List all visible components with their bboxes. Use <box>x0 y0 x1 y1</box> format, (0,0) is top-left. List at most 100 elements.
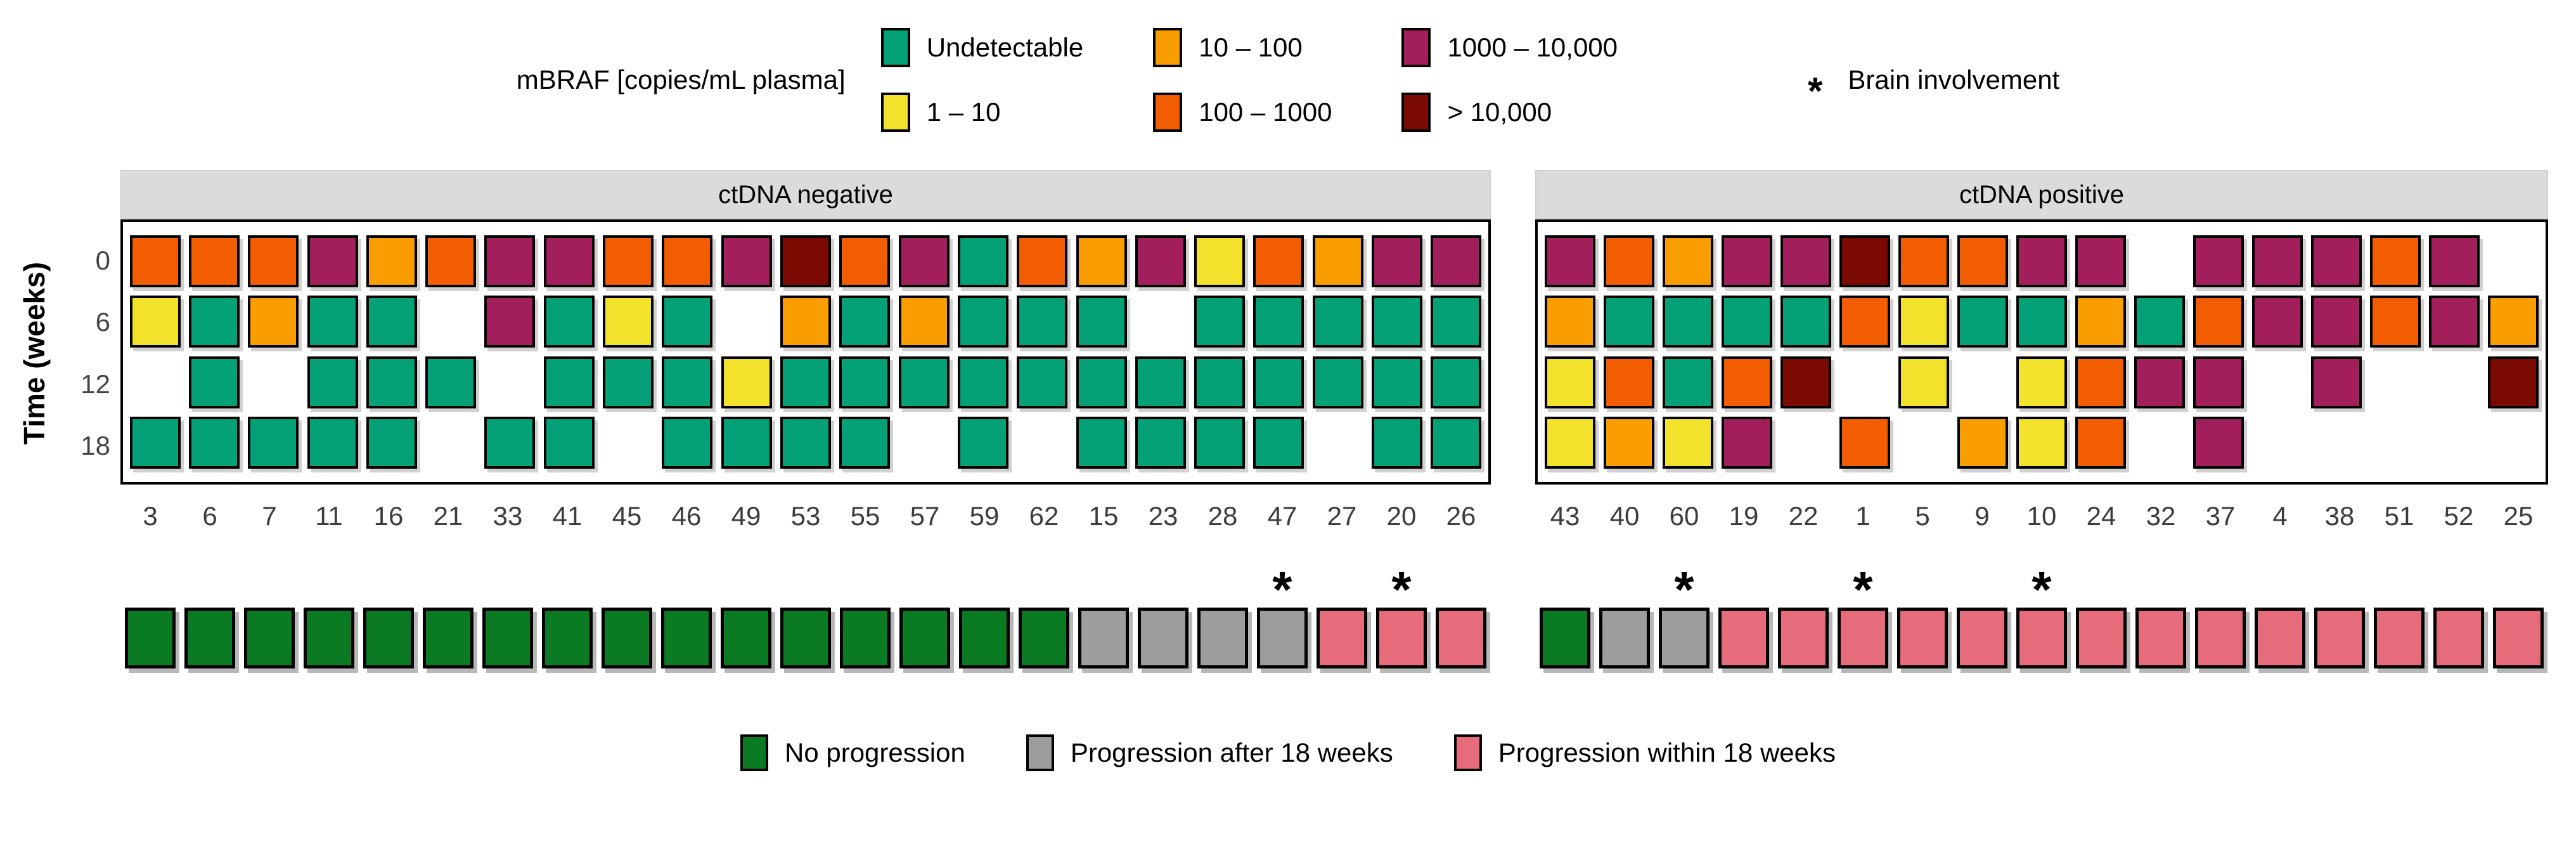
outcome-none-patient-21 <box>423 608 473 668</box>
cell-week0-patient-37 <box>2193 235 2244 287</box>
outcome-swatch-none <box>740 734 768 771</box>
cell-week18-patient-40 <box>1603 417 1654 469</box>
outcome-label-within: Progression within 18 weeks <box>1498 738 1836 767</box>
cell-week0-patient-11 <box>307 235 358 287</box>
legend-item-U: Undetectable <box>880 26 1083 69</box>
cell-week12-patient-10 <box>2016 356 2067 408</box>
cell-week0-patient-40 <box>1603 235 1654 287</box>
brain-marker-empty <box>120 561 180 608</box>
cell-week6-patient-4 <box>2252 296 2303 348</box>
cell-week6-patient-9 <box>1957 296 2008 348</box>
outcome-within-patient-24 <box>2076 608 2127 668</box>
outcome-within-patient-10 <box>2016 608 2067 668</box>
cell-week18-patient-20 <box>1372 417 1423 469</box>
cell-week12-patient-5 <box>1898 356 1949 408</box>
brain-marker-empty <box>1014 561 1074 608</box>
patient-id-10: 10 <box>2026 501 2057 531</box>
brain-marker-empty <box>2429 561 2489 608</box>
cell-week12-patient-49 <box>721 356 772 408</box>
brain-marker-empty <box>657 561 716 608</box>
outcome-none-patient-55 <box>840 608 891 668</box>
patient-id-33: 33 <box>493 501 523 531</box>
cell-week18-patient-22 <box>1781 417 1831 469</box>
legend-title: mBRAF [copies/mL plasma] <box>516 65 846 94</box>
cell-week12-patient-27 <box>1312 356 1363 408</box>
cell-week18-patient-15 <box>1076 417 1127 469</box>
legend-swatch-M <box>1401 28 1431 67</box>
cell-week0-patient-4 <box>2252 235 2303 287</box>
y-tick-18: 18 <box>80 431 110 461</box>
legend-items: Undetectable 1 – 10 10 – 100 100 – 1000 1000… <box>880 26 1618 134</box>
cell-week18-patient-59 <box>957 417 1008 469</box>
brain-involvement-marker-patient-47: * <box>1272 561 1292 618</box>
outcome-legend: No progression Progression after 18 weeks… <box>0 734 2576 771</box>
cell-week12-patient-55 <box>839 356 891 408</box>
outcome-swatch-after <box>1026 734 1054 771</box>
cell-week6-patient-20 <box>1372 296 1423 348</box>
outcome-within-patient-37 <box>2195 608 2246 668</box>
outcome-swatch-within <box>1453 734 1482 771</box>
cell-week6-patient-62 <box>1017 296 1068 348</box>
cell-week6-patient-22 <box>1780 296 1831 348</box>
brain-marker-row: * * * <box>1535 561 2548 618</box>
cell-week12-patient-33 <box>484 356 535 408</box>
cell-week18-patient-28 <box>1194 417 1246 469</box>
brain-marker-empty <box>2071 561 2131 608</box>
cell-week18-patient-10 <box>2016 417 2067 469</box>
outcome-none-patient-3 <box>125 608 176 668</box>
cell-week0-patient-62 <box>1017 235 1068 287</box>
legend-item-O: 100 – 1000 <box>1153 91 1332 134</box>
cell-week0-patient-51 <box>2370 235 2421 287</box>
patient-id-45: 45 <box>612 501 642 531</box>
cell-week18-patient-37 <box>2193 417 2244 469</box>
cell-week6-patient-53 <box>780 296 831 348</box>
patient-id-49: 49 <box>731 501 761 531</box>
patient-id-41: 41 <box>552 501 583 531</box>
cell-week0-patient-38 <box>2311 235 2362 287</box>
cell-week0-patient-21 <box>425 235 477 287</box>
outcome-after-patient-60 <box>1659 608 1710 668</box>
patient-id-15: 15 <box>1088 501 1119 531</box>
cell-week12-patient-11 <box>307 356 358 408</box>
patient-id-22: 22 <box>1788 501 1819 531</box>
cell-week18-patient-60 <box>1662 417 1713 469</box>
outcome-within-patient-32 <box>2135 608 2186 668</box>
patient-id-32: 32 <box>2146 501 2176 531</box>
outcome-none-patient-57 <box>899 608 950 668</box>
cell-week12-patient-59 <box>957 356 1008 408</box>
brain-marker-empty <box>1431 561 1491 608</box>
patient-id-25: 25 <box>2503 501 2534 531</box>
outcome-none-patient-62 <box>1019 608 1069 668</box>
cell-week12-patient-20 <box>1372 356 1423 408</box>
patient-id-4: 4 <box>2272 501 2288 531</box>
cell-week6-patient-40 <box>1603 296 1654 348</box>
cell-week12-patient-9 <box>1957 356 2008 408</box>
legend-label-O: 100 – 1000 <box>1199 97 1332 127</box>
outcome-after-patient-23 <box>1138 608 1188 668</box>
panel-title: ctDNA negative <box>718 180 893 209</box>
cell-week12-patient-6 <box>188 356 240 408</box>
cell-week0-patient-1 <box>1839 235 1890 287</box>
cell-week6-patient-33 <box>484 296 536 348</box>
cell-week6-patient-23 <box>1135 296 1186 348</box>
legend-label-M: 1000 – 10,000 <box>1447 32 1618 62</box>
cell-week0-patient-23 <box>1135 235 1186 287</box>
patient-id-62: 62 <box>1029 501 1059 531</box>
cell-week6-patient-16 <box>366 296 417 348</box>
cell-week18-patient-33 <box>484 417 536 469</box>
brain-marker-empty <box>1774 561 1833 608</box>
cell-week18-patient-23 <box>1135 417 1186 469</box>
brain-marker-empty <box>716 561 776 608</box>
cell-week12-patient-40 <box>1603 356 1654 408</box>
cell-week18-patient-5 <box>1898 417 1949 469</box>
outcome-within-patient-9 <box>1957 608 2007 668</box>
patient-id-19: 19 <box>1729 501 1759 531</box>
legend-label-D: > 10,000 <box>1447 97 1552 127</box>
cell-week12-patient-52 <box>2429 356 2480 408</box>
patient-id-7: 7 <box>262 501 277 531</box>
heatmap-grid <box>1538 222 2546 482</box>
patient-id-28: 28 <box>1208 501 1238 531</box>
cell-week0-patient-33 <box>484 235 536 287</box>
cell-week12-patient-7 <box>248 356 299 408</box>
brain-marker-empty <box>299 561 359 608</box>
